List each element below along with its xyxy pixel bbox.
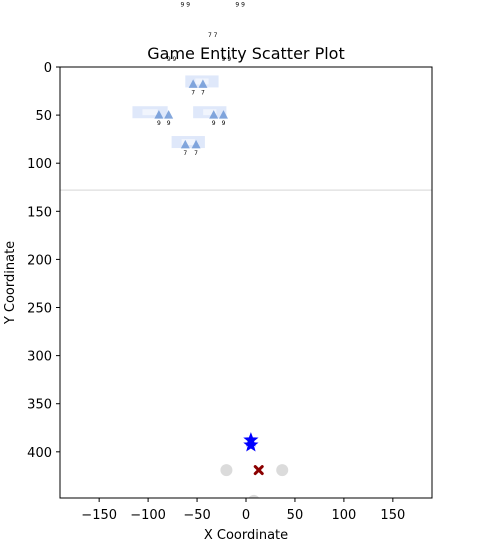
y-tick-label: 50 [35,109,52,124]
y-tick-label: 0 [44,61,52,76]
enemy-label: 7 [191,89,195,96]
enemy-marker [209,110,219,119]
x-axis-title: X Coordinate [204,528,288,543]
x-tick-label: −100 [130,508,166,523]
y-tick-label: 200 [27,253,52,268]
enemy-label: 9 [157,120,161,127]
enemy-label: 7 [194,150,198,157]
enemy-formation-core-4 [181,139,195,146]
x-tick-label: 100 [331,508,356,523]
axis-ticks: −150 −100 −50 0 50 100 150 0 50 100 150 200 250 300 35… [27,61,405,523]
enemy-label: 7 [201,89,205,96]
enemy-label: 9 [222,120,226,127]
offscreen-enemy-label: 9 9 [222,56,232,63]
y-tick-label: 300 [27,350,52,365]
enemy-label: 7 [183,150,187,157]
outside-labels: 9 9 9 9 7 7 9 9 9 9 [167,1,245,63]
obstacle-marker [248,494,260,498]
enemy-marker [180,139,190,149]
y-axis-title: Y Coordinate [3,241,18,325]
enemy-marker [188,79,198,88]
x-tick-label: −50 [183,508,210,523]
offscreen-enemy-label: 9 9 [181,1,191,8]
enemy-label: 9 [167,120,171,127]
target-marker [253,465,264,476]
player-marker-trail [243,432,259,447]
y-tick-label: 150 [27,205,52,220]
enemy-label: 9 [212,120,216,127]
enemy-marker [198,79,208,88]
enemy-marker [154,110,164,119]
enemy-formation-core-3 [203,109,217,116]
x-tick-label: 50 [287,508,304,523]
enemy-marker [218,110,228,119]
x-tick-label: −150 [81,508,117,523]
enemy-marker [191,139,201,149]
player-marker [243,437,259,452]
chart-title: Game Entity Scatter Plot [147,44,344,63]
enemy-marker [164,110,174,119]
offscreen-enemy-label: 9 9 [235,1,245,8]
y-tick-label: 100 [27,157,52,172]
y-tick-label: 350 [27,398,52,413]
offscreen-enemy-label: 9 9 [167,56,177,63]
x-tick-label: 150 [380,508,405,523]
obstacle-marker [276,464,289,477]
plot-area: 7 79 9 9 97 7 [60,75,432,498]
offscreen-enemy-label: 7 7 [208,32,218,39]
y-tick-label: 250 [27,302,52,317]
obstacle-marker [220,464,233,477]
enemy-formation-core-2 [142,109,158,116]
y-tick-label: 400 [27,446,52,461]
plot-frame [59,66,433,499]
x-tick-label: 0 [242,508,250,523]
